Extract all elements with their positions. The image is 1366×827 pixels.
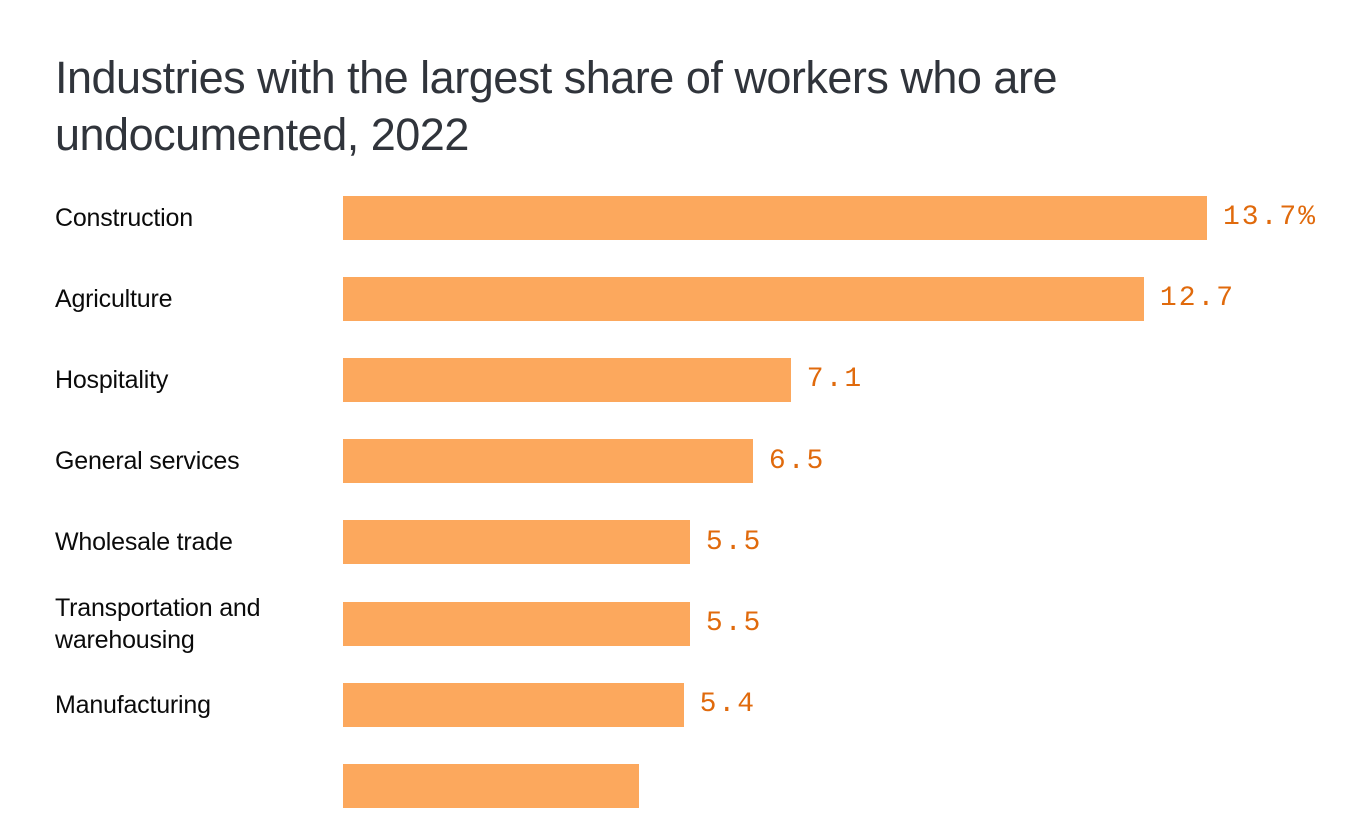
- bar-row-transportation-warehousing: Transportation and warehousing 5.5: [0, 583, 1366, 664]
- category-label: Transportation and warehousing: [55, 593, 261, 654]
- chart-title-line-1: Industries with the largest share of wor…: [55, 52, 1057, 103]
- value-label: 12.7: [1159, 283, 1236, 315]
- bar-row-construction: Construction 13.7%: [0, 177, 1366, 258]
- chart-title-line-2: undocumented, 2022: [55, 109, 469, 160]
- bar: [343, 601, 690, 646]
- value-label: 5.5: [705, 608, 763, 640]
- bar: [343, 682, 684, 727]
- category-label: Hospitality: [55, 365, 169, 394]
- bar-row-wholesale-trade: Wholesale trade 5.5: [0, 502, 1366, 583]
- bar-row-hospitality: Hospitality 7.1: [0, 339, 1366, 420]
- bar-row-partial: [0, 745, 1366, 826]
- bar: [343, 763, 640, 808]
- value-label: 6.5: [768, 445, 826, 477]
- value-label: 13.7%: [1223, 202, 1318, 234]
- value-label: 5.5: [705, 526, 763, 558]
- bar: [343, 195, 1207, 240]
- bar: [343, 439, 753, 484]
- chart-title: Industries with the largest share of wor…: [55, 49, 1135, 163]
- category-label: Manufacturing: [55, 690, 211, 719]
- category-label: Wholesale trade: [55, 528, 233, 557]
- bar: [343, 520, 690, 565]
- bar-chart: Construction 13.7% Agriculture 12.7 Hosp…: [0, 177, 1366, 827]
- bar-row-agriculture: Agriculture 12.7: [0, 258, 1366, 339]
- value-label: 7.1: [806, 364, 864, 396]
- bar: [343, 276, 1144, 321]
- bar: [343, 357, 791, 402]
- category-label: Construction: [55, 203, 193, 232]
- value-label: 5.4: [699, 689, 757, 721]
- category-label: Agriculture: [55, 284, 173, 313]
- category-label: General services: [55, 447, 240, 476]
- bar-row-manufacturing: Manufacturing 5.4: [0, 664, 1366, 745]
- bar-row-general-services: General services 6.5: [0, 421, 1366, 502]
